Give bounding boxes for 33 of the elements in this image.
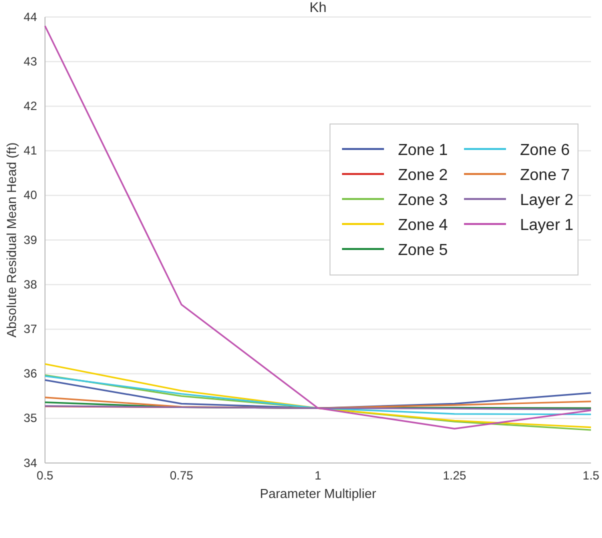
legend-label: Zone 7 — [520, 167, 570, 184]
x-tick-label: 1 — [314, 468, 322, 483]
y-tick-label: 38 — [24, 277, 38, 292]
legend-label: Layer 2 — [520, 192, 574, 209]
x-tick-label: 0.75 — [170, 468, 194, 483]
x-axis-title: Parameter Multiplier — [260, 486, 377, 501]
legend-label: Zone 5 — [398, 242, 448, 259]
line-series — [44, 375, 592, 416]
line-series — [44, 25, 592, 430]
legend-label: Zone 4 — [398, 217, 448, 234]
y-tick-label: 35 — [24, 411, 38, 426]
line-series — [44, 363, 592, 428]
y-tick-label: 34 — [24, 456, 38, 470]
y-tick-label: 43 — [24, 54, 38, 68]
y-axis-title: Absolute Residual Mean Head (ft) — [4, 142, 19, 338]
legend-label: Layer 1 — [520, 217, 574, 234]
legend-label: Zone 3 — [398, 192, 448, 209]
legend-label: Zone 1 — [398, 142, 448, 159]
y-tick-label: 39 — [24, 232, 38, 247]
y-tick-label: 44 — [24, 10, 38, 24]
legend-label: Zone 2 — [398, 167, 448, 184]
y-tick-label: 40 — [24, 188, 38, 202]
y-tick-label: 37 — [24, 322, 38, 336]
y-tick-label: 41 — [24, 144, 38, 158]
chart-title: Kh — [309, 0, 327, 15]
x-tick-label: 0.5 — [36, 468, 54, 483]
x-tick-label: 1.25 — [442, 468, 466, 483]
legend-label: Zone 6 — [520, 142, 570, 159]
y-tick-label: 42 — [24, 99, 38, 114]
x-tick-label: 1.5 — [582, 468, 600, 483]
y-tick-label: 36 — [24, 366, 38, 381]
line-series — [44, 374, 592, 431]
line-series — [44, 379, 592, 409]
